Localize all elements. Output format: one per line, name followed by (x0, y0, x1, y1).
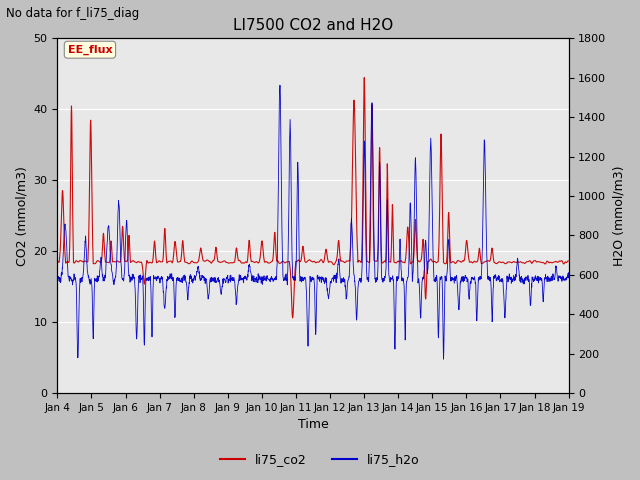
Title: LI7500 CO2 and H2O: LI7500 CO2 and H2O (233, 18, 393, 33)
Text: EE_flux: EE_flux (68, 45, 112, 55)
X-axis label: Time: Time (298, 419, 328, 432)
Legend: li75_co2, li75_h2o: li75_co2, li75_h2o (215, 448, 425, 471)
Y-axis label: CO2 (mmol/m3): CO2 (mmol/m3) (15, 166, 28, 266)
Y-axis label: H2O (mmol/m3): H2O (mmol/m3) (612, 166, 625, 266)
Text: No data for f_li75_diag: No data for f_li75_diag (6, 7, 140, 20)
